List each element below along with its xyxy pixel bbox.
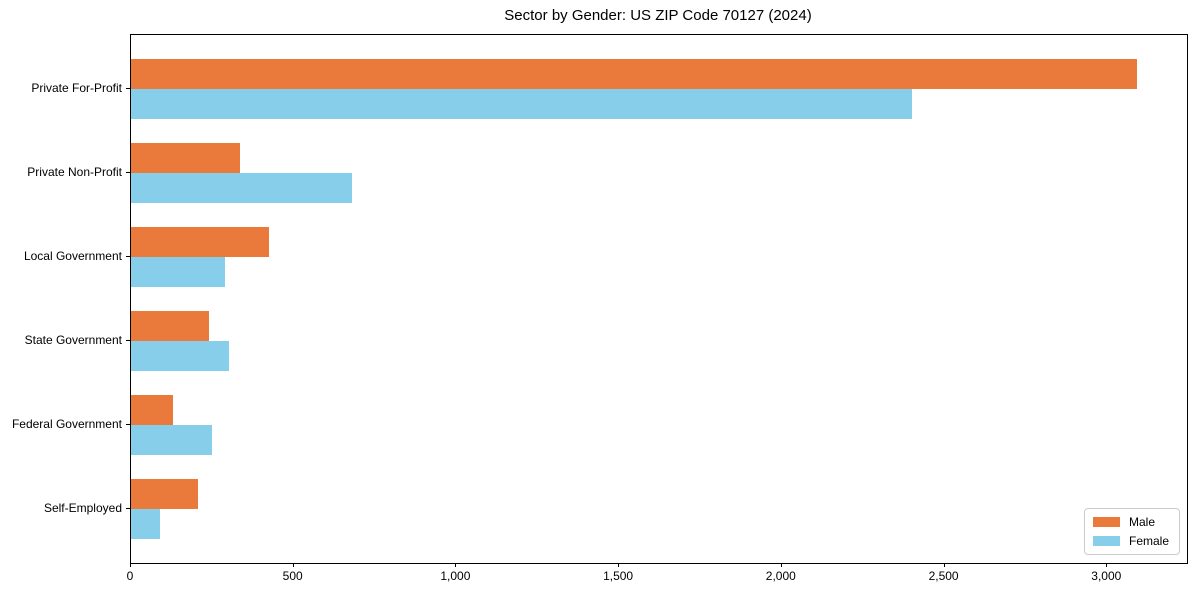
y-tick-mark: [126, 424, 130, 425]
bar-female-private-for-profit: [131, 89, 912, 119]
bar-male-self-employed: [131, 479, 198, 509]
legend-entry-female: Female: [1092, 534, 1169, 548]
x-tick-mark: [455, 563, 457, 567]
bar-female-local-government: [131, 257, 226, 287]
plot-area: Male Female: [130, 34, 1188, 564]
legend-label-female: Female: [1128, 534, 1169, 548]
bar-male-local-government: [131, 227, 270, 257]
x-tick-label-1000: 1,000: [440, 569, 471, 583]
y-tick-label-local-government: Local Government: [23, 249, 122, 263]
x-tick-label-3000: 3,000: [1091, 569, 1122, 583]
x-tick-label-0: 0: [126, 569, 134, 583]
bar-male-private-non-profit: [131, 143, 240, 173]
legend: Male Female: [1083, 508, 1180, 555]
x-tick-mark: [1106, 563, 1108, 567]
y-tick-label-federal-government: Federal Government: [11, 417, 122, 431]
x-tick-mark: [780, 563, 782, 567]
x-tick-mark: [618, 563, 620, 567]
y-tick-label-private-for-profit: Private For-Profit: [31, 81, 122, 95]
y-tick-label-state-government: State Government: [24, 333, 122, 347]
bar-female-federal-government: [131, 425, 213, 455]
legend-entry-male: Male: [1092, 515, 1169, 529]
y-tick-mark: [126, 88, 130, 89]
bar-female-state-government: [131, 341, 229, 371]
x-tick-mark: [943, 563, 945, 567]
x-tick-label-2000: 2,000: [765, 569, 796, 583]
x-tick-label-500: 500: [282, 569, 303, 583]
legend-swatch-female: [1092, 536, 1120, 546]
bar-female-private-non-profit: [131, 173, 353, 203]
x-tick-mark: [130, 563, 131, 567]
x-tick-mark: [292, 563, 294, 567]
y-tick-mark: [126, 172, 130, 173]
y-tick-mark: [126, 256, 130, 257]
x-tick-label-2500: 2,500: [928, 569, 959, 583]
x-tick-label-1500: 1,500: [603, 569, 634, 583]
legend-label-male: Male: [1128, 515, 1155, 529]
y-tick-mark: [126, 340, 130, 341]
bar-female-self-employed: [131, 509, 161, 539]
y-tick-mark: [126, 508, 130, 509]
y-tick-label-self-employed: Self-Employed: [43, 501, 122, 515]
legend-swatch-male: [1092, 517, 1120, 527]
bar-male-federal-government: [131, 395, 174, 425]
bar-male-state-government: [131, 311, 210, 341]
y-tick-label-private-non-profit: Private Non-Profit: [27, 165, 122, 179]
chart-title: Sector by Gender: US ZIP Code 70127 (202…: [504, 7, 812, 24]
bar-male-private-for-profit: [131, 59, 1137, 89]
